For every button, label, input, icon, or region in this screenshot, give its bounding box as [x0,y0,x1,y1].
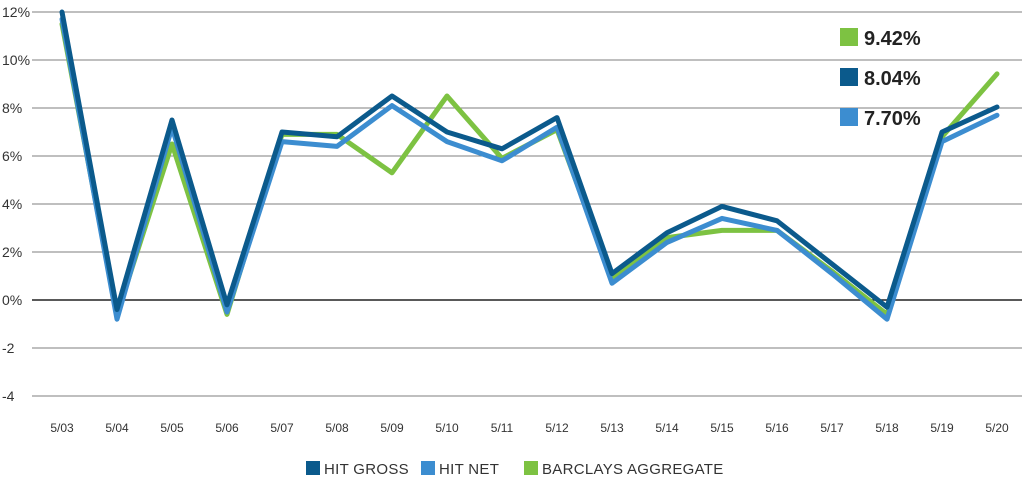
x-tick-label: 5/11 [491,421,514,435]
series-line-hit-net [59,16,1000,322]
legend-label: HIT NET [439,461,499,478]
y-tick-label: 0% [2,292,22,308]
x-tick-label: 5/09 [380,421,404,435]
callout-value: 9.42% [864,28,921,50]
x-tick-label: 5/16 [765,421,789,435]
y-tick-label: 6% [2,148,22,164]
x-tick-label: 5/07 [270,421,294,435]
legend: HIT GROSS HIT NET BARCLAYS AGGREGATE [306,461,724,478]
series-lines [59,9,1000,322]
y-tick-label: 2% [2,244,22,260]
x-tick-label: 5/05 [160,421,184,435]
y-tick-label: 12% [2,4,30,20]
x-tick-label: 5/10 [435,421,459,435]
legend-swatch [306,461,320,475]
x-tick-label: 5/08 [325,421,349,435]
y-tick-label: -4 [2,388,15,404]
x-tick-label: 5/13 [600,421,624,435]
legend-swatch [524,461,538,475]
x-tick-label: 5/15 [710,421,734,435]
callout-swatch [840,68,858,86]
y-tick-label: 8% [2,100,22,116]
legend-label: BARCLAYS AGGREGATE [542,461,724,478]
x-tick-label: 5/18 [875,421,899,435]
x-tick-label: 5/17 [820,421,844,435]
x-tick-label: 5/14 [655,421,679,435]
gridlines [32,11,1022,397]
x-tick-label: 5/04 [105,421,129,435]
y-tick-label: -2 [2,340,15,356]
x-tick-label: 5/06 [215,421,239,435]
y-tick-label: 4% [2,196,22,212]
series-line-barclays-aggregate [59,21,1000,317]
callout-value: 7.70% [864,108,921,130]
callout-swatch [840,28,858,46]
x-tick-label: 5/19 [930,421,954,435]
value-callouts: 9.42% 8.04% 7.70% [840,28,921,130]
x-tick-label: 5/03 [50,421,74,435]
callout-value: 8.04% [864,68,921,90]
x-tick-label: 5/12 [545,421,569,435]
series-line-hit-gross [59,9,1000,313]
legend-label: HIT GROSS [324,461,409,478]
y-tick-label: 10% [2,52,30,68]
callout-swatch [840,108,858,126]
legend-swatch [421,461,435,475]
x-tick-label: 5/20 [985,421,1009,435]
x-axis-ticks: 5/03 5/04 5/05 5/06 5/07 5/08 5/09 5/10 5/11 5/12… [50,421,1009,435]
y-axis-ticks: 12% 10% 8% 6% 4% 2% 0% -2 -4 [2,4,30,404]
